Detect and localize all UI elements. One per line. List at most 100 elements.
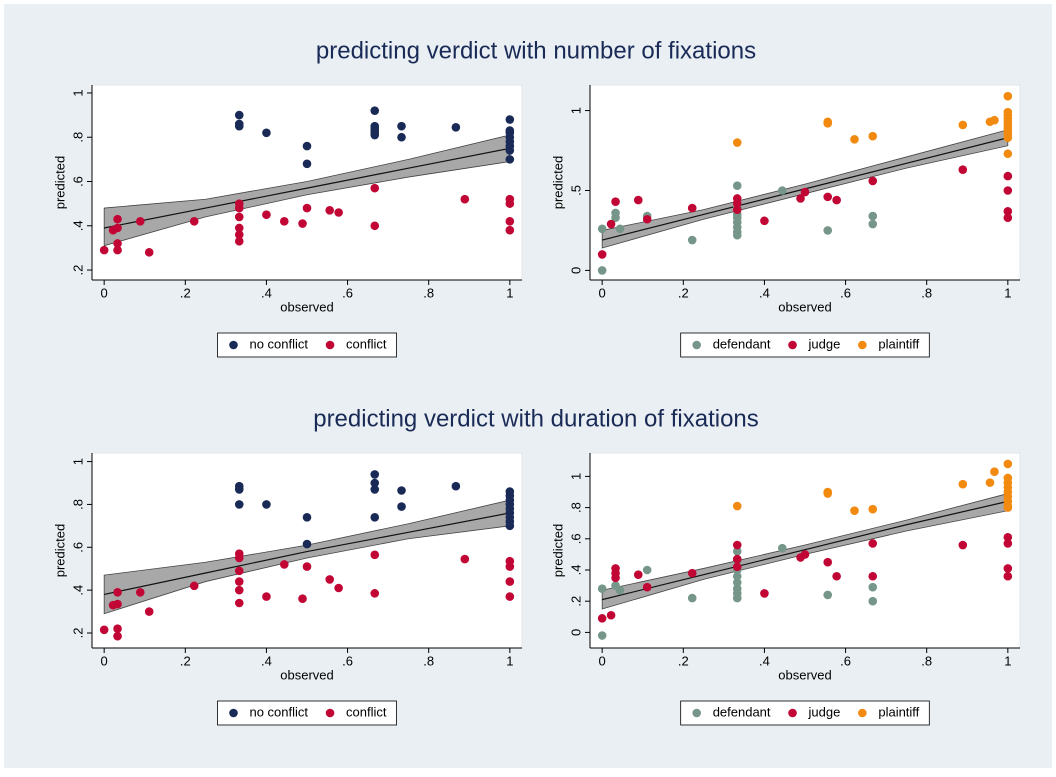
point [262,210,271,220]
point [234,230,244,239]
y-tick-label: 1 [568,473,583,480]
point [279,560,289,569]
point [189,581,199,591]
point [1003,171,1013,181]
point [1003,213,1013,222]
point [732,138,742,147]
section-title: predicting verdict with number of fixati… [316,37,756,64]
point [234,585,244,595]
point [370,589,380,598]
legend-label: no conflict [249,704,308,719]
point [800,187,810,197]
point [262,500,271,509]
point [823,192,833,202]
point [144,607,154,616]
point [777,186,787,195]
point [633,570,643,579]
point [234,223,244,233]
x-tick-label: .8 [921,653,932,668]
point [370,221,380,231]
point [99,625,109,635]
point [505,592,515,601]
legend: no conflict conflict [217,700,397,726]
y-axis-label: predicted [550,156,565,209]
legend-label: conflict [346,336,387,351]
x-tick-label: .8 [423,653,434,668]
y-tick-label: .2 [70,628,85,639]
point [234,121,244,131]
point [687,568,697,578]
point [505,521,515,531]
point [397,502,406,511]
point [1003,91,1013,101]
point [234,598,244,608]
fit-line [104,147,510,229]
legend-marker [692,340,701,350]
point [370,106,380,115]
x-tick-label: .2 [180,653,191,668]
point [234,577,244,586]
point [135,217,145,226]
legend-box [680,332,930,358]
y-tick-label: .2 [70,265,85,276]
point [234,553,244,563]
x-tick-label: .6 [342,285,353,300]
point [1003,206,1013,216]
point [302,141,312,151]
fit-line [602,500,1008,601]
point [113,214,122,224]
x-tick-label: .8 [423,285,434,300]
legend-marker [229,340,238,350]
point [370,470,380,479]
point [597,631,607,640]
point [325,205,335,215]
point [868,539,878,548]
x-tick-label: .4 [261,653,272,668]
legend-label: no conflict [249,336,308,351]
point [732,571,742,581]
point [990,467,999,477]
point [1003,503,1013,512]
point [615,224,625,234]
point [505,199,515,208]
point [370,512,380,522]
y-tick-label: .8 [70,499,85,510]
point [611,197,620,206]
y-tick-label: 0 [568,629,583,636]
legend-marker [692,708,701,718]
point [505,155,515,164]
point [1003,186,1013,195]
point [397,486,406,495]
plot-area [589,84,1021,281]
legend-box [217,700,397,726]
point [732,593,742,603]
legend-label: conflict [346,704,387,719]
point [505,225,515,235]
x-tick-label: 1 [506,653,513,668]
legend-marker [788,708,797,718]
legend-label: defendant [713,704,771,719]
x-axis-label: observed [778,299,831,314]
point [99,245,109,255]
point [505,562,515,571]
point [642,565,652,575]
y-tick-label: .2 [568,596,583,607]
point [234,566,244,576]
x-tick-label: 1 [506,285,513,300]
point [850,506,859,516]
point [823,489,833,498]
point [234,485,244,494]
y-tick-label: 1 [70,89,85,96]
point [460,554,470,564]
point [823,557,833,567]
y-tick-label: .8 [568,502,583,513]
legend-label: defendant [713,336,771,351]
point [113,631,122,641]
x-axis-label: observed [778,667,831,682]
point [642,582,652,592]
point [113,223,122,233]
y-axis-label: predicted [52,524,67,577]
point [823,119,833,128]
x-tick-label: .4 [759,653,770,668]
point [113,587,122,597]
